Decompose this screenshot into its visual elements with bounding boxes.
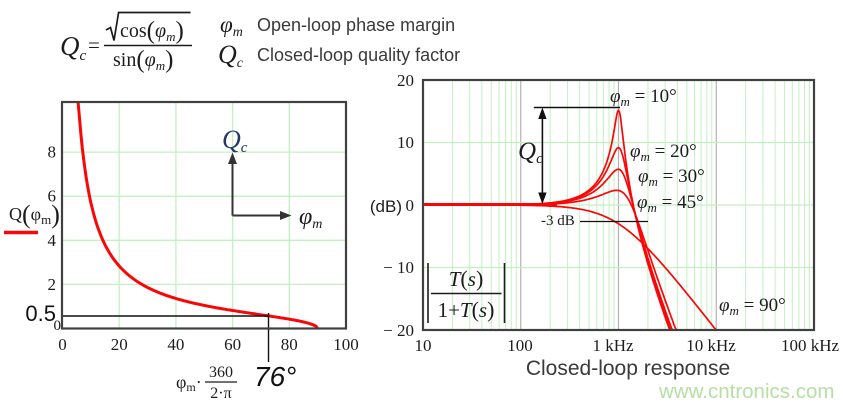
- svg-text:20: 20: [111, 335, 128, 354]
- svg-text:Closed-loop response: Closed-loop response: [526, 357, 730, 380]
- svg-text:100: 100: [507, 336, 533, 355]
- svg-text:− 20: − 20: [383, 321, 414, 340]
- svg-text:100: 100: [333, 335, 359, 354]
- svg-text:6: 6: [48, 187, 57, 206]
- svg-text:(dB): (dB): [370, 197, 402, 216]
- svg-text:-3 dB: -3 dB: [541, 213, 575, 229]
- svg-text:1 kHz: 1 kHz: [592, 336, 634, 355]
- svg-text:10: 10: [397, 133, 414, 152]
- svg-text:=: =: [88, 33, 100, 57]
- svg-text:φm = 10°: φm = 10°: [610, 86, 677, 109]
- svg-text:0: 0: [54, 318, 62, 334]
- svg-text:60: 60: [224, 335, 241, 354]
- svg-text:www.cntronics.com: www.cntronics.com: [658, 380, 834, 403]
- svg-text:4: 4: [48, 231, 57, 250]
- svg-text:Closed-loop quality factor: Closed-loop quality factor: [257, 45, 460, 65]
- svg-text:10 kHz: 10 kHz: [686, 336, 736, 355]
- svg-text:8: 8: [48, 143, 57, 162]
- svg-text:0: 0: [58, 335, 67, 354]
- svg-text:80: 80: [281, 335, 298, 354]
- svg-text:− 10: − 10: [383, 258, 414, 277]
- svg-text:T(s): T(s): [449, 266, 484, 291]
- svg-text:2: 2: [48, 275, 57, 294]
- svg-text:φm = 90°: φm = 90°: [719, 295, 786, 318]
- svg-text:360: 360: [209, 364, 233, 381]
- svg-text:sin(φm): sin(φm): [113, 47, 173, 74]
- svg-text:φm = 30°: φm = 30°: [638, 166, 705, 189]
- svg-text:2·π: 2·π: [210, 385, 231, 402]
- svg-text:Open-loop phase margin: Open-loop phase margin: [257, 15, 455, 35]
- svg-text:0.5: 0.5: [25, 301, 56, 326]
- svg-text:0: 0: [406, 196, 415, 215]
- svg-text:φm = 45°: φm = 45°: [637, 192, 704, 215]
- svg-text:20: 20: [397, 71, 414, 90]
- svg-text:φm·: φm·: [176, 372, 202, 394]
- svg-text:76°: 76°: [254, 361, 296, 392]
- svg-text:φm = 20°: φm = 20°: [630, 141, 697, 164]
- svg-text:40: 40: [167, 335, 184, 354]
- svg-text:1+T(s): 1+T(s): [438, 297, 495, 322]
- svg-text:100 kHz: 100 kHz: [781, 336, 840, 355]
- svg-text:10: 10: [415, 336, 432, 355]
